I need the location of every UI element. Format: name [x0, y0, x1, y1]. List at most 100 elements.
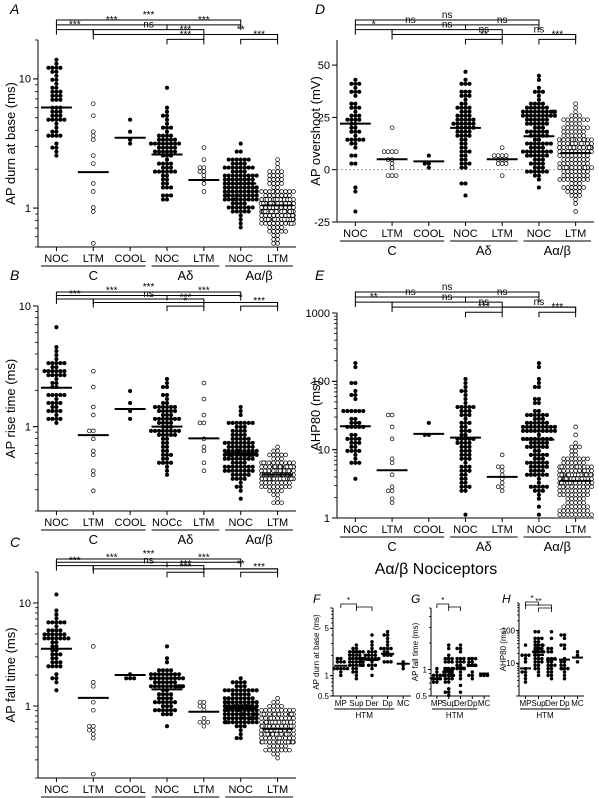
data-point-e-3 — [463, 388, 468, 394]
data-point-a-5 — [242, 189, 247, 194]
data-point-d-1 — [393, 149, 399, 154]
data-point-b-6 — [263, 480, 268, 486]
data-point-e-5 — [536, 376, 541, 382]
data-point-e-6 — [561, 460, 566, 466]
data-point-e-5 — [540, 484, 545, 489]
data-point-c-1 — [91, 684, 96, 689]
data-point-d-5 — [532, 153, 537, 158]
data-point-e-6 — [569, 468, 574, 474]
data-point-b-0 — [42, 369, 47, 374]
data-point-a-3 — [160, 185, 166, 190]
data-point-d-0 — [357, 89, 362, 94]
data-point-c-5 — [250, 700, 255, 705]
data-point-f-1 — [351, 663, 355, 668]
data-point-a-0 — [54, 73, 59, 78]
data-point-h-1 — [533, 656, 537, 661]
data-point-a-6 — [275, 233, 280, 238]
data-point-d-6 — [569, 189, 574, 194]
data-point-b-0 — [54, 380, 59, 386]
data-point-b-6 — [267, 476, 272, 482]
data-point-e-1 — [385, 488, 391, 494]
data-point-d-5 — [536, 185, 541, 190]
data-point-c-5 — [242, 684, 247, 689]
data-point-b-0 — [50, 373, 55, 378]
data-point-e-0 — [349, 444, 354, 449]
data-point-d-5 — [540, 141, 545, 146]
data-point-a-5 — [254, 193, 259, 198]
data-point-b-0 — [54, 369, 59, 374]
data-point-d-5 — [528, 101, 533, 106]
data-point-d-3 — [471, 117, 476, 122]
category-label-h-4: MC — [571, 699, 584, 708]
data-point-f-1 — [358, 660, 363, 664]
data-point-b-0 — [54, 357, 59, 362]
data-point-e-5 — [536, 424, 541, 429]
data-point-h-1 — [533, 640, 537, 644]
panel-label-g: G — [411, 592, 420, 606]
data-point-e-5 — [536, 420, 541, 425]
data-point-a-0 — [50, 113, 55, 118]
data-point-e-6 — [561, 468, 566, 474]
data-point-e-0 — [349, 460, 354, 465]
data-point-e-6 — [569, 496, 574, 501]
data-point-e-6 — [589, 468, 594, 474]
data-point-g-3 — [467, 660, 471, 664]
data-point-d-0 — [349, 153, 354, 158]
data-point-b-6 — [267, 480, 272, 486]
data-point-a-5 — [246, 189, 251, 194]
data-point-g-2 — [458, 683, 463, 688]
data-point-b-2 — [128, 388, 133, 394]
data-point-c-6 — [275, 696, 280, 701]
data-point-g-0 — [431, 680, 436, 684]
data-point-d-5 — [528, 145, 533, 150]
data-point-e-3 — [463, 420, 468, 425]
data-point-b-0 — [54, 420, 59, 425]
data-point-b-0 — [58, 369, 63, 374]
sig-label-d-1: ns — [405, 15, 416, 26]
data-point-a-5 — [238, 205, 243, 210]
data-point-d-6 — [577, 113, 582, 118]
data-point-d-3 — [459, 181, 464, 186]
data-point-e-6 — [573, 492, 578, 498]
data-point-c-0 — [50, 652, 55, 657]
y-tick-label-h: 100 — [502, 626, 516, 635]
data-point-a-6 — [279, 173, 284, 178]
category-label-c-4: LTM — [193, 784, 214, 796]
data-point-a-6 — [275, 241, 280, 246]
data-point-b-0 — [50, 416, 55, 421]
data-point-a-4 — [201, 157, 207, 162]
data-point-e-3 — [463, 444, 468, 449]
data-point-e-6 — [589, 512, 594, 517]
data-point-b-3 — [172, 416, 178, 421]
data-point-e-3 — [459, 440, 464, 445]
sig-label-d-6: ns — [534, 25, 545, 36]
data-point-d-3 — [459, 153, 464, 158]
panel-label-a: A — [9, 1, 19, 17]
data-point-g-3 — [467, 673, 471, 678]
data-point-c-5 — [230, 700, 235, 705]
data-point-e-3 — [467, 412, 472, 418]
data-point-b-6 — [271, 484, 276, 490]
data-point-e-3 — [459, 444, 464, 449]
category-label-e-0: NOC — [343, 524, 368, 536]
data-point-h-2 — [549, 636, 554, 641]
sig-bracket-a-8 — [240, 38, 279, 45]
data-point-b-0 — [58, 408, 63, 414]
data-point-c-6 — [279, 743, 284, 749]
data-point-d-6 — [556, 137, 562, 142]
data-point-d-5 — [532, 165, 537, 170]
data-point-d-0 — [357, 81, 362, 86]
data-point-b-3 — [164, 384, 170, 390]
data-point-a-3 — [164, 165, 170, 170]
data-point-c-3 — [160, 708, 166, 713]
data-point-g-1 — [446, 676, 451, 681]
data-point-a-6 — [259, 213, 264, 218]
data-point-c-5 — [234, 680, 239, 685]
data-point-c-0 — [50, 676, 55, 681]
data-point-c-6 — [279, 723, 284, 729]
data-point-c-3 — [152, 684, 158, 689]
data-point-a-3 — [160, 161, 166, 166]
data-point-b-4 — [201, 460, 207, 466]
data-point-f-0 — [335, 656, 340, 661]
data-point-c-0 — [54, 688, 59, 693]
